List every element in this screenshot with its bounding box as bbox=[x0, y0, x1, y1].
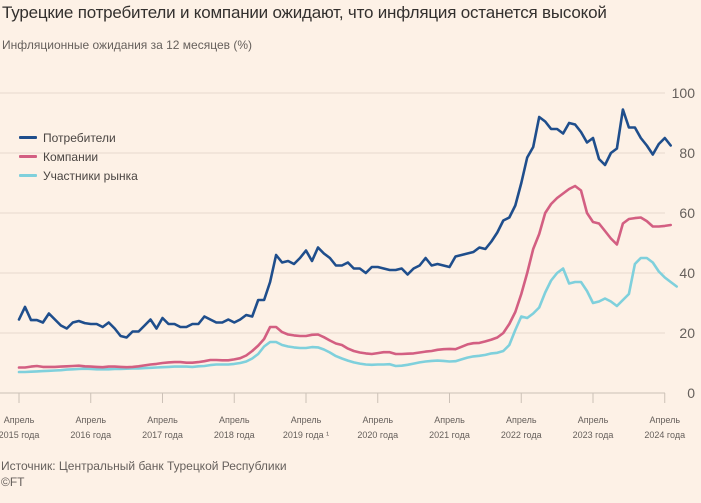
legend-swatch-market-participants bbox=[19, 174, 37, 177]
x-tick-label-year: 2020 года bbox=[357, 430, 398, 440]
legend-label-companies: Компании bbox=[43, 149, 99, 164]
x-tick-label-month: Апрель bbox=[75, 415, 106, 425]
legend-item-companies: Компании bbox=[19, 147, 138, 166]
x-tick-label-month: Апрель bbox=[219, 415, 250, 425]
x-tick-label-year: 2021 года bbox=[429, 430, 470, 440]
x-tick-label-month: Апрель bbox=[4, 415, 35, 425]
x-tick-label-month: Апрель bbox=[434, 415, 465, 425]
series-line-consumers bbox=[17, 108, 673, 339]
copyright: ©FT bbox=[1, 475, 25, 489]
chart-subtitle: Инфляционные ожидания за 12 месяцев (%) bbox=[2, 38, 253, 52]
x-tick-label-year: 2024 года bbox=[644, 430, 685, 440]
x-tick-label-month: Апрель bbox=[649, 415, 680, 425]
legend-item-market-participants: Участники рынка bbox=[19, 166, 138, 185]
x-tick-label-month: Апрель bbox=[362, 415, 393, 425]
x-tick-label-year: 2019 года ¹ bbox=[283, 430, 329, 440]
grid-lines bbox=[0, 92, 665, 334]
chart-title: Турецкие потребители и компании ожидают,… bbox=[2, 3, 607, 22]
x-tick-label-year: 2023 года bbox=[573, 430, 614, 440]
y-tick-label: 20 bbox=[679, 325, 695, 341]
x-tick-label-year: 2022 года bbox=[501, 430, 542, 440]
y-tick-label: 60 bbox=[679, 205, 695, 221]
x-tick-label-month: Апрель bbox=[578, 415, 609, 425]
x-tick-label-year: 2017 года bbox=[142, 430, 183, 440]
x-tick-label-year: 2018 года bbox=[214, 430, 255, 440]
legend-swatch-consumers bbox=[19, 136, 37, 139]
legend-item-consumers: Потребители bbox=[19, 128, 138, 147]
x-tick-label-month: Апрель bbox=[506, 415, 537, 425]
legend-label-market-participants: Участники рынка bbox=[43, 168, 138, 183]
series-lines bbox=[17, 108, 679, 374]
series-line-companies bbox=[17, 184, 673, 369]
source-note: Источник: Центральный банк Турецкой Респ… bbox=[1, 459, 287, 473]
x-tick-label-month: Апрель bbox=[291, 415, 322, 425]
y-tick-label: 80 bbox=[679, 145, 695, 161]
y-tick-label: 100 bbox=[672, 85, 696, 101]
legend-label-consumers: Потребители bbox=[43, 130, 116, 145]
legend: Потребители Компании Участники рынка bbox=[19, 128, 138, 185]
x-tick-label-month: Апрель bbox=[147, 415, 178, 425]
y-tick-label: 40 bbox=[679, 265, 695, 281]
x-tick-label-year: 2016 года bbox=[70, 430, 111, 440]
x-tick-label-year: 2015 года bbox=[0, 430, 39, 440]
series-line-market-participants bbox=[17, 256, 679, 374]
legend-swatch-companies bbox=[19, 155, 37, 158]
y-tick-label: 0 bbox=[687, 385, 695, 401]
y-axis-ticks: 0 20 40 60 80 100 bbox=[672, 85, 696, 401]
x-axis: Апрель 2015 года Апрель 2016 года Апрель 2017… bbox=[0, 392, 685, 440]
